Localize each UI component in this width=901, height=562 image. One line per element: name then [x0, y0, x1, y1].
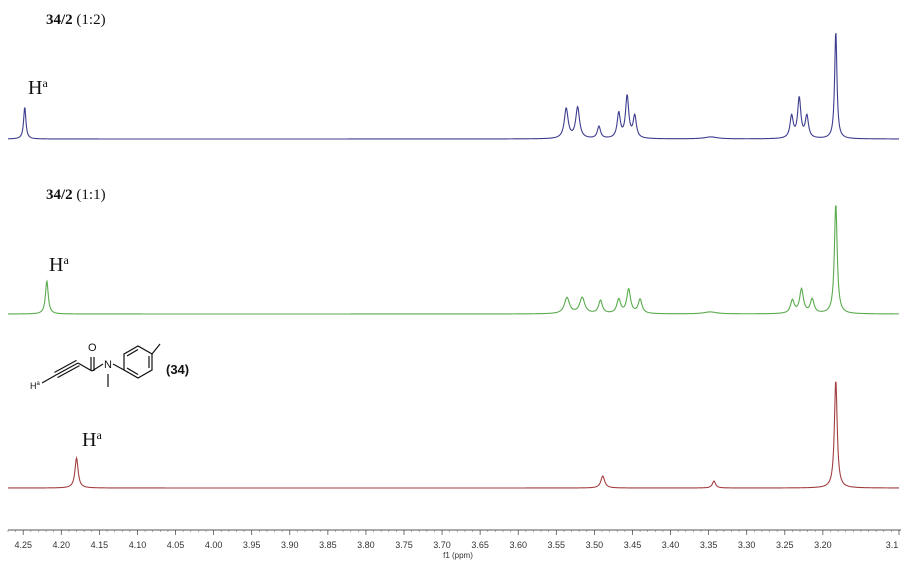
- triple-bond-2: [54, 359, 77, 373]
- bond-n-aryl: [112, 363, 125, 371]
- atom-h-label: Ha: [30, 381, 40, 391]
- tick-label: 3.70: [433, 540, 451, 550]
- tick-label: 3.40: [662, 540, 680, 550]
- triple-bond-3: [57, 365, 80, 379]
- tick-label: 3.55: [548, 540, 566, 550]
- tick-label: 4.20: [53, 540, 71, 550]
- ring-double-1: [126, 348, 139, 357]
- tick-label: 4.05: [167, 540, 185, 550]
- ha-annotation-1-1: Ha: [49, 253, 69, 276]
- tick-label: 3.65: [471, 540, 489, 550]
- tick-label: 3.35: [700, 540, 718, 550]
- bond-h-alkyne: [41, 374, 57, 384]
- tick-label: 4.00: [205, 540, 223, 550]
- x-axis-ticks: 4.25 4.20 4.15 4.10 4.05 4.00 3.95 3.90 3.85 3.80…: [7, 530, 900, 550]
- tick-label: 4.15: [91, 540, 109, 550]
- compound-label: (34): [166, 362, 190, 377]
- benzene-ring: [123, 345, 153, 379]
- x-axis-title: f1 (ppm): [443, 551, 473, 560]
- compound-34-structure: [41, 343, 161, 387]
- tick-label: 3.90: [281, 540, 299, 550]
- sample-label-1-1: 34/2 (1:1): [46, 187, 106, 203]
- atom-n-label: N: [104, 359, 112, 371]
- tick-label: 3.45: [624, 540, 642, 550]
- tick-label: 3.85: [319, 540, 337, 550]
- tick-label: 3.60: [509, 540, 527, 550]
- ha-annotation-1-2: Ha: [28, 76, 48, 99]
- ring-double-3: [126, 367, 139, 376]
- spectrum-traces: [7, 33, 899, 489]
- tick-label: 3.50: [586, 540, 604, 550]
- tick-label: 3.80: [357, 540, 375, 550]
- bond-aryl-methyl: [151, 343, 161, 355]
- tick-label: 3.75: [395, 540, 413, 550]
- tick-label: 4.10: [129, 540, 147, 550]
- tick-label: 4.25: [14, 540, 32, 550]
- tick-label: 3.30: [738, 540, 756, 550]
- spectrum-trace-2: [7, 205, 899, 315]
- tick-label: 3.1: [886, 540, 899, 550]
- spectrum-trace-3: [8, 381, 899, 489]
- ha-annotation-34: Ha: [82, 428, 102, 451]
- bond-carbonyl-n: [91, 363, 104, 372]
- bond-alkyne-carbonyl: [77, 362, 93, 372]
- tick-label: 3.20: [814, 540, 832, 550]
- sample-label-1-2: 34/2 (1:2): [46, 12, 106, 28]
- spectrum-trace-1: [7, 33, 899, 140]
- tick-label: 3.25: [776, 540, 794, 550]
- triple-bond-1: [55, 362, 79, 376]
- atom-o-label: O: [88, 342, 97, 354]
- tick-label: 3.95: [243, 540, 261, 550]
- x-axis: 4.25 4.20 4.15 4.10 4.05 4.00 3.95 3.90 3.85 3.80…: [7, 529, 901, 560]
